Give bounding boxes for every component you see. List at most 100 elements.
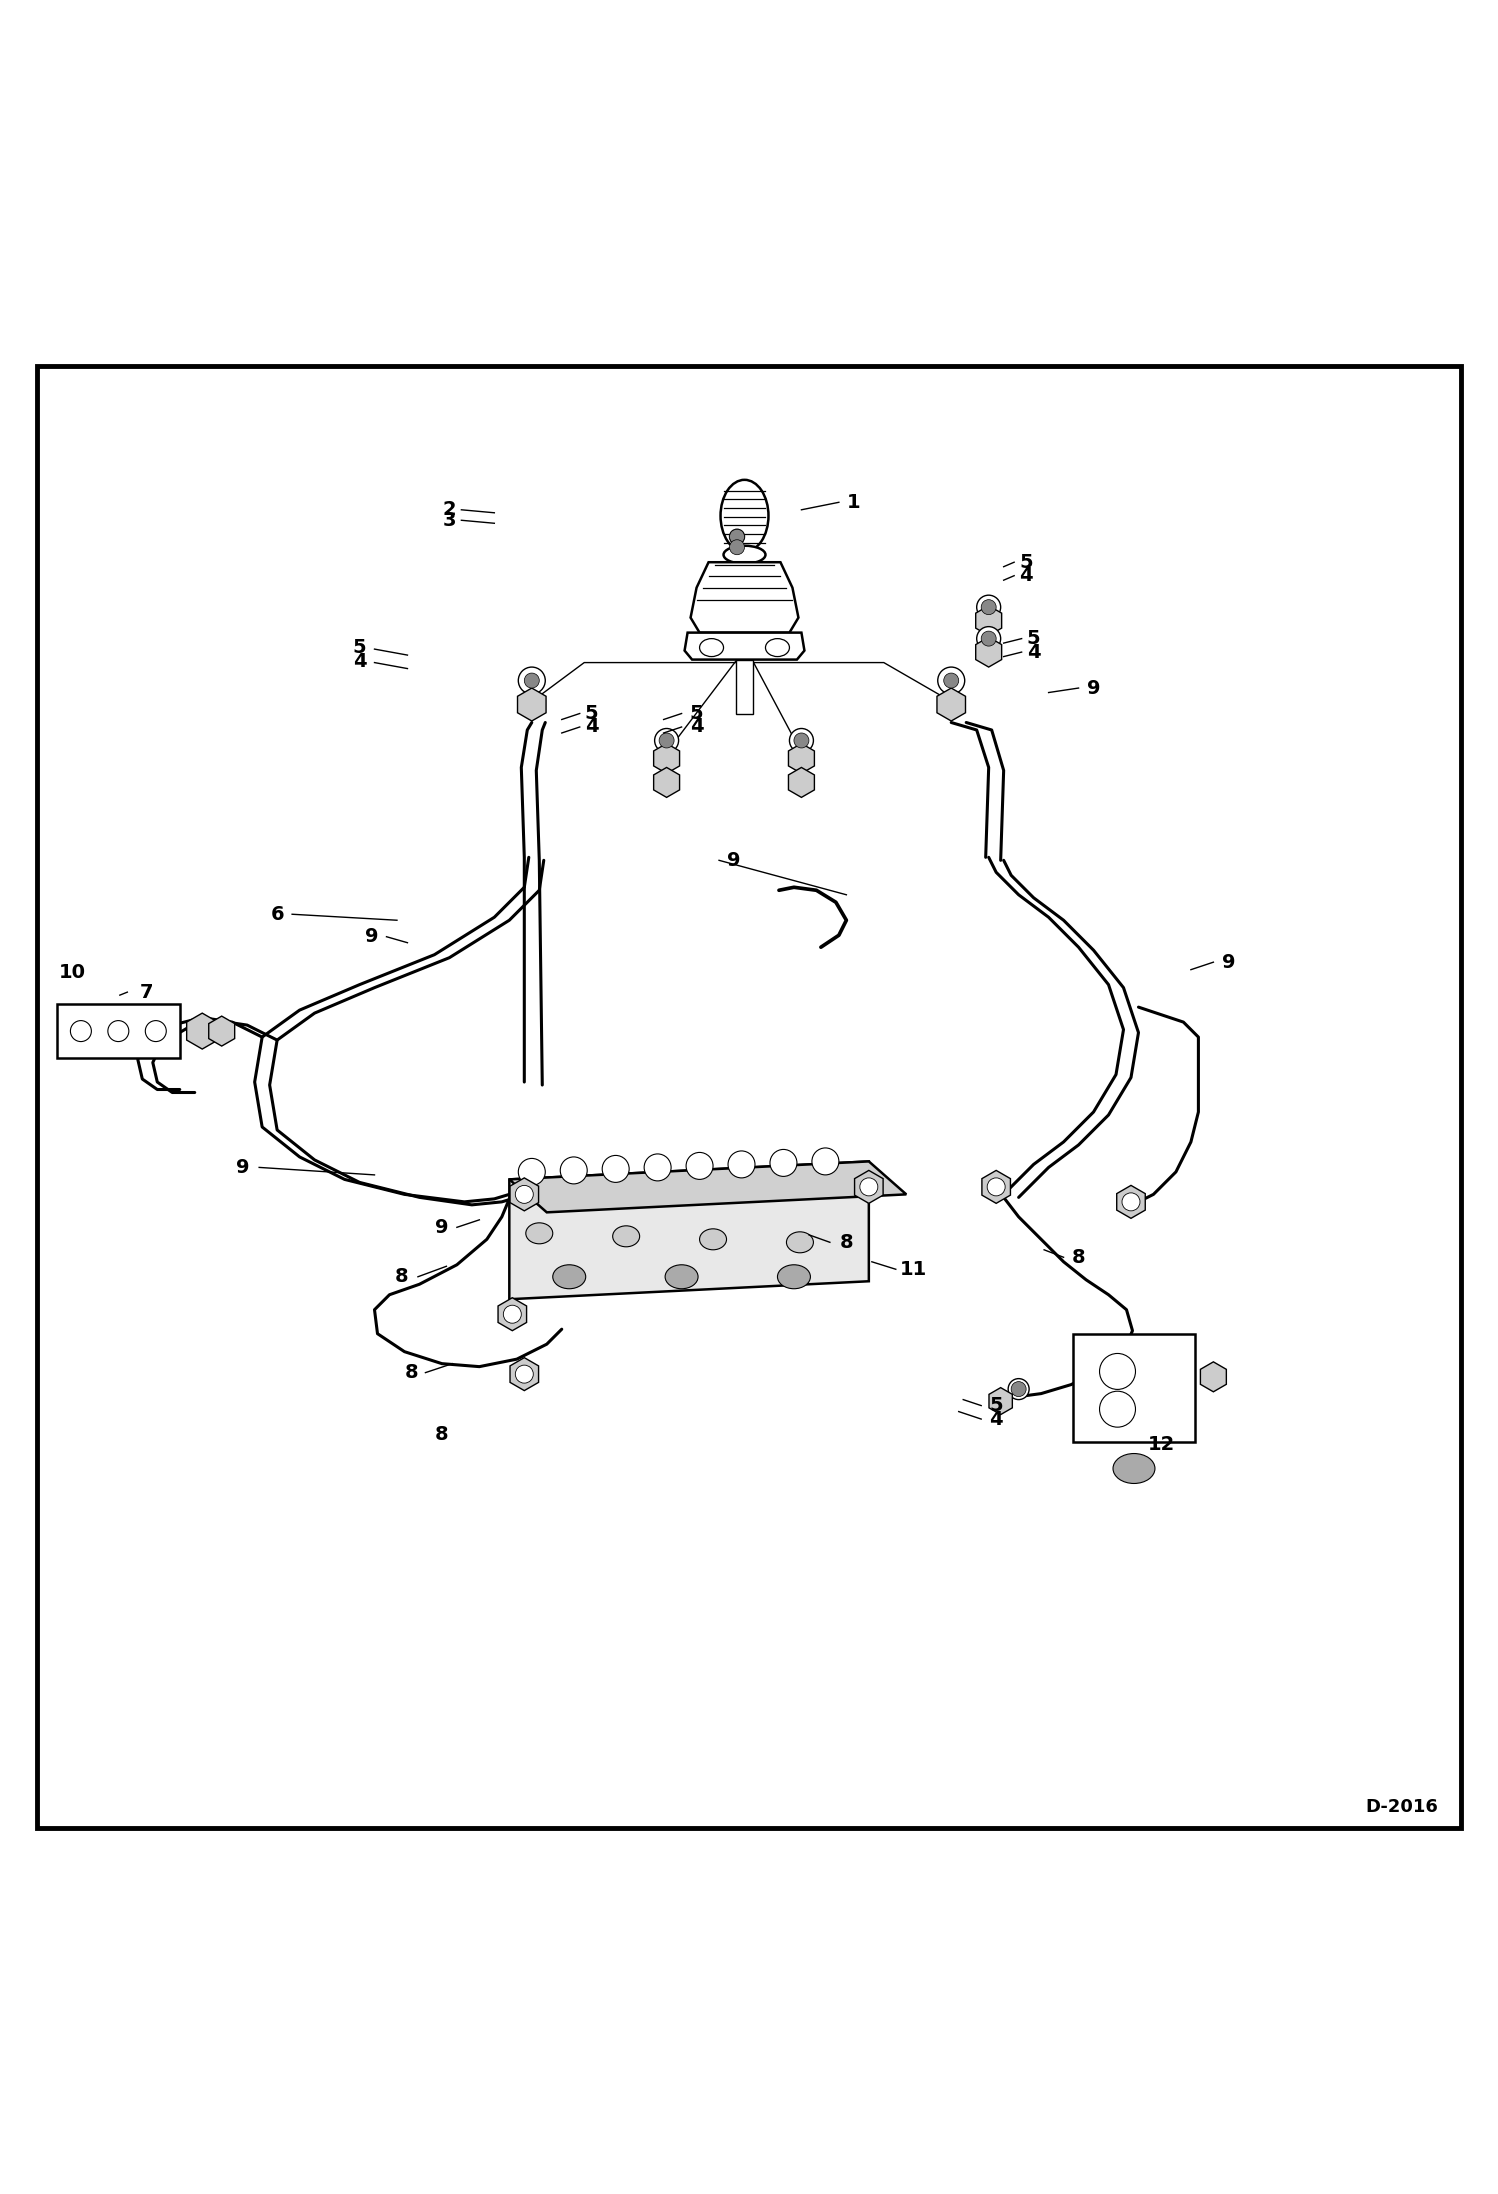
Circle shape [655, 728, 679, 753]
Circle shape [518, 667, 545, 693]
Ellipse shape [1113, 1452, 1155, 1483]
Polygon shape [936, 689, 966, 722]
Circle shape [560, 1156, 587, 1185]
Ellipse shape [526, 1222, 553, 1244]
Text: 9: 9 [727, 851, 742, 869]
Ellipse shape [721, 480, 768, 551]
Bar [1073, 1334, 1195, 1441]
Text: 9: 9 [1086, 678, 1101, 698]
Ellipse shape [613, 1226, 640, 1246]
Text: 4: 4 [1019, 566, 1034, 586]
Circle shape [981, 599, 996, 614]
Text: 4: 4 [1026, 643, 1041, 663]
Circle shape [770, 1150, 797, 1176]
Circle shape [515, 1185, 533, 1202]
Polygon shape [685, 632, 804, 660]
Circle shape [602, 1156, 629, 1183]
Polygon shape [517, 689, 547, 722]
Circle shape [977, 627, 1001, 652]
Polygon shape [187, 1014, 217, 1049]
Polygon shape [989, 1387, 1013, 1415]
Polygon shape [208, 1016, 235, 1047]
Polygon shape [975, 606, 1002, 636]
Polygon shape [1116, 1185, 1146, 1218]
Circle shape [981, 632, 996, 645]
Circle shape [789, 728, 813, 753]
Ellipse shape [786, 1231, 813, 1253]
Text: 4: 4 [352, 652, 367, 671]
Text: 5: 5 [1026, 630, 1041, 647]
Circle shape [524, 674, 539, 689]
Circle shape [987, 1178, 1005, 1196]
Text: 4: 4 [584, 717, 599, 737]
Text: 4: 4 [989, 1409, 1004, 1428]
Polygon shape [653, 768, 680, 796]
Bar [57, 1005, 180, 1058]
Circle shape [518, 1158, 545, 1185]
Circle shape [731, 542, 743, 553]
Text: 8: 8 [839, 1233, 854, 1253]
Circle shape [145, 1020, 166, 1042]
Text: 6: 6 [270, 904, 285, 924]
Circle shape [108, 1020, 129, 1042]
Text: 5: 5 [584, 704, 599, 724]
Circle shape [944, 674, 959, 689]
Circle shape [730, 529, 745, 544]
Text: 9: 9 [434, 1218, 449, 1237]
Ellipse shape [700, 1229, 727, 1251]
Text: 9: 9 [235, 1158, 250, 1176]
Circle shape [730, 529, 745, 544]
Circle shape [644, 1154, 671, 1180]
Ellipse shape [777, 1264, 810, 1288]
Polygon shape [788, 744, 815, 774]
Text: 3: 3 [442, 511, 457, 529]
Text: 1: 1 [846, 494, 861, 511]
Ellipse shape [765, 638, 789, 656]
Bar [736, 660, 753, 713]
Polygon shape [497, 1297, 527, 1332]
Ellipse shape [665, 1264, 698, 1288]
Ellipse shape [700, 638, 724, 656]
Text: 5: 5 [352, 638, 367, 656]
Polygon shape [854, 1169, 884, 1202]
Text: 8: 8 [434, 1424, 449, 1444]
Circle shape [794, 733, 809, 748]
Polygon shape [653, 744, 680, 774]
Circle shape [1100, 1354, 1135, 1389]
Text: 9: 9 [1221, 952, 1236, 972]
Circle shape [860, 1178, 878, 1196]
Polygon shape [691, 562, 798, 632]
Text: 7: 7 [139, 983, 154, 1003]
Polygon shape [981, 1169, 1011, 1202]
Text: 11: 11 [900, 1259, 927, 1279]
Circle shape [503, 1305, 521, 1323]
Text: D-2016: D-2016 [1365, 1799, 1438, 1817]
Circle shape [728, 1152, 755, 1178]
Circle shape [70, 1020, 91, 1042]
Circle shape [686, 1152, 713, 1180]
Ellipse shape [553, 1264, 586, 1288]
Text: 10: 10 [58, 963, 85, 983]
Text: 2: 2 [442, 500, 457, 520]
Text: 8: 8 [394, 1268, 409, 1286]
Circle shape [1008, 1378, 1029, 1400]
Text: 5: 5 [1019, 553, 1034, 573]
Polygon shape [509, 1161, 869, 1299]
Circle shape [1100, 1391, 1135, 1426]
Text: 5: 5 [989, 1395, 1004, 1415]
Polygon shape [509, 1358, 539, 1391]
Circle shape [1011, 1382, 1026, 1398]
Text: 4: 4 [689, 717, 704, 737]
Text: 5: 5 [689, 704, 704, 724]
Ellipse shape [724, 546, 765, 564]
Circle shape [938, 667, 965, 693]
Circle shape [730, 540, 745, 555]
Text: 8: 8 [404, 1362, 419, 1382]
Circle shape [1122, 1194, 1140, 1211]
Polygon shape [975, 636, 1002, 667]
Text: 8: 8 [1071, 1248, 1086, 1266]
Circle shape [977, 595, 1001, 619]
Polygon shape [509, 1178, 539, 1211]
Circle shape [812, 1147, 839, 1176]
Circle shape [659, 733, 674, 748]
